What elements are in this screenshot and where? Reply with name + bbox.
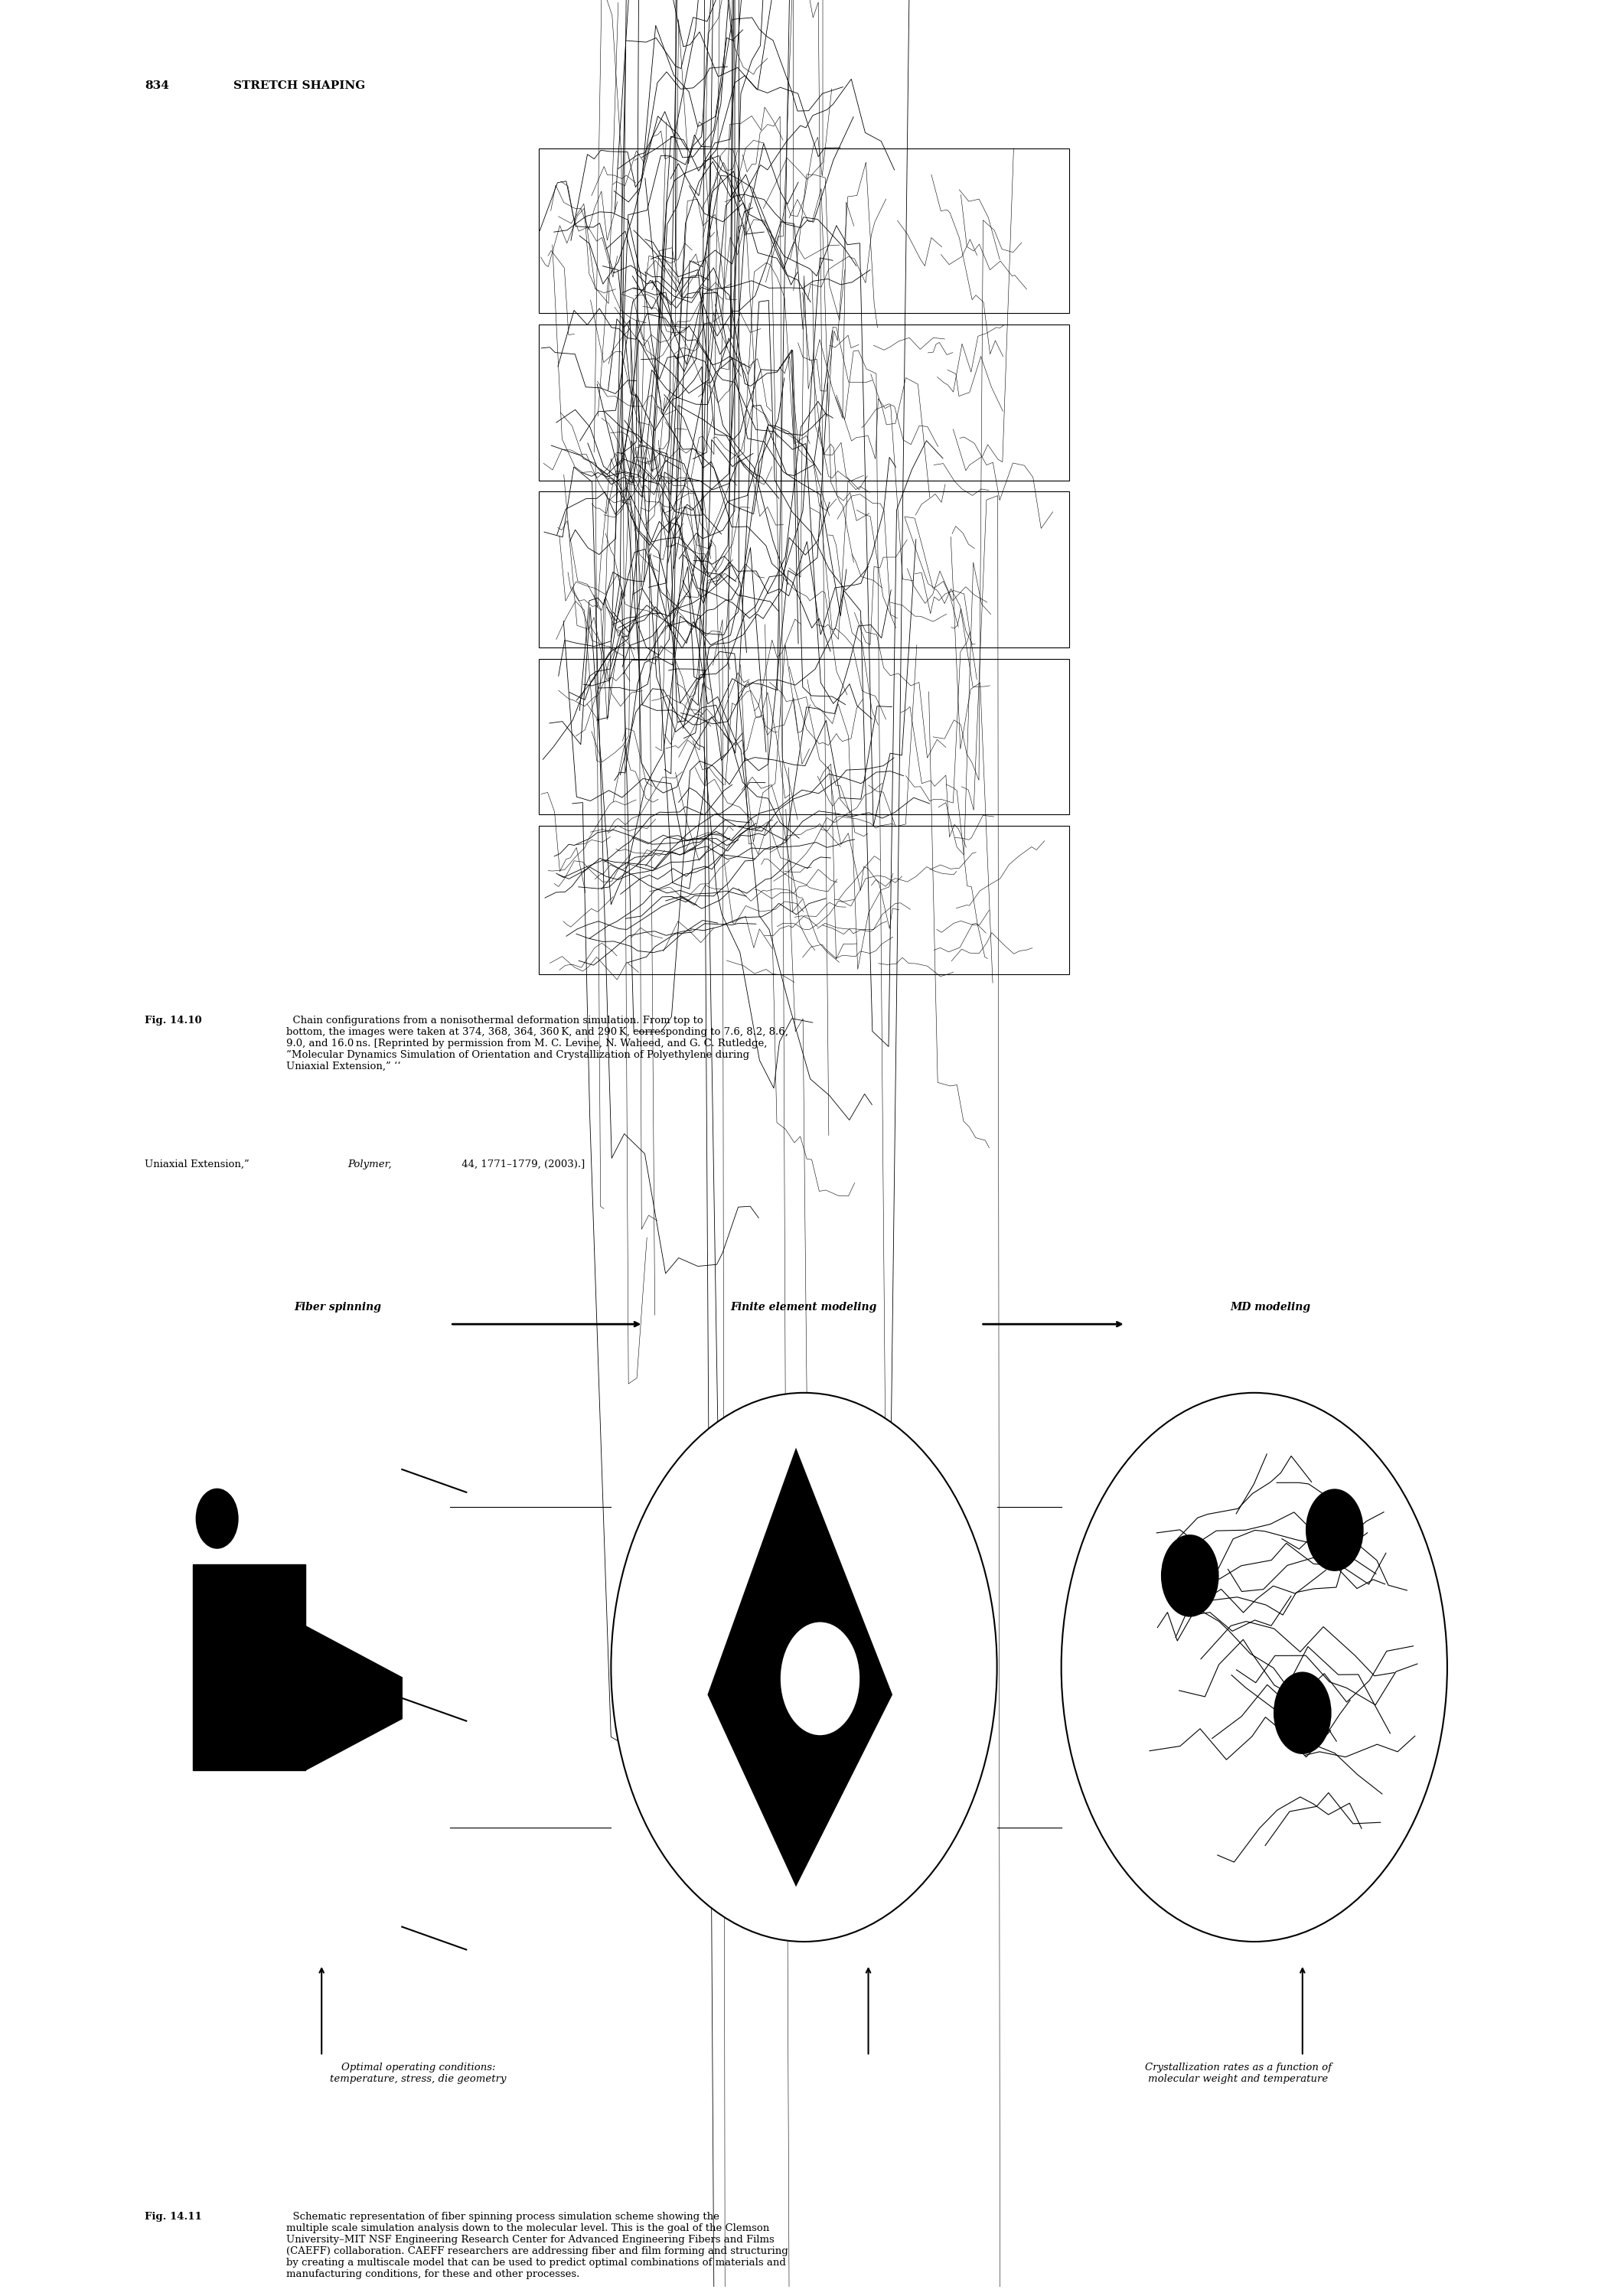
Text: Fig. 14.11: Fig. 14.11 xyxy=(145,2211,203,2223)
Text: MD modeling: MD modeling xyxy=(1230,1302,1311,1313)
Text: 44, 1771–1779, (2003).]: 44, 1771–1779, (2003).] xyxy=(458,1159,585,1169)
FancyBboxPatch shape xyxy=(539,659,1069,815)
Text: Schematic representation of fiber spinning process simulation scheme showing the: Schematic representation of fiber spinni… xyxy=(286,2211,788,2280)
FancyBboxPatch shape xyxy=(539,324,1069,480)
Text: Polymer,: Polymer, xyxy=(347,1159,391,1169)
Text: Fiber spinning: Fiber spinning xyxy=(294,1302,381,1313)
Circle shape xyxy=(1161,1534,1219,1616)
Circle shape xyxy=(196,1671,238,1731)
Polygon shape xyxy=(306,1626,402,1770)
Bar xyxy=(193,1564,306,1770)
FancyBboxPatch shape xyxy=(539,827,1069,974)
Text: Uniaxial Extension,”: Uniaxial Extension,” xyxy=(145,1159,252,1169)
Circle shape xyxy=(780,1621,860,1736)
Polygon shape xyxy=(708,1449,892,1887)
Text: Fig. 14.10: Fig. 14.10 xyxy=(145,1015,203,1026)
Circle shape xyxy=(1274,1671,1331,1754)
Text: 834: 834 xyxy=(145,80,169,92)
Circle shape xyxy=(1306,1488,1364,1570)
Circle shape xyxy=(196,1488,238,1548)
Text: Finite element modeling: Finite element modeling xyxy=(730,1302,878,1313)
Text: Optimal operating conditions:
temperature, stress, die geometry: Optimal operating conditions: temperatur… xyxy=(330,2062,507,2085)
Circle shape xyxy=(611,1394,997,1942)
Text: STRETCH SHAPING: STRETCH SHAPING xyxy=(233,80,365,92)
Text: Crystallization rates as a function of
molecular weight and temperature: Crystallization rates as a function of m… xyxy=(1145,2062,1331,2085)
Circle shape xyxy=(1061,1394,1447,1942)
Text: Chain configurations from a nonisothermal deformation simulation. From top to
bo: Chain configurations from a nonisotherma… xyxy=(286,1015,788,1072)
FancyBboxPatch shape xyxy=(539,491,1069,647)
FancyBboxPatch shape xyxy=(539,149,1069,312)
